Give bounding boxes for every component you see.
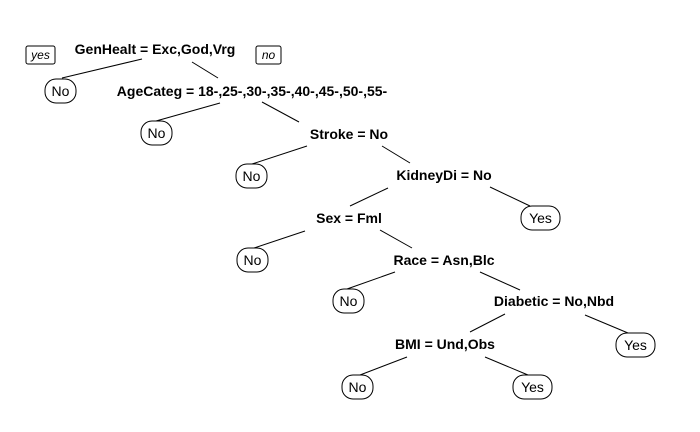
split-bmi: BMI = Und,Obs [395, 336, 495, 352]
branch-label-no: no [255, 45, 282, 65]
edge-bmi-l7 [484, 356, 529, 376]
branch-label-no-text: no [262, 48, 276, 62]
leaf-no-6: No [332, 288, 365, 314]
edge-age-l2 [155, 102, 221, 122]
leaf-label: No [52, 83, 70, 99]
edge-sex-l5 [253, 230, 306, 249]
split-genhealt: GenHealt = Exc,God,Vrg [75, 41, 236, 57]
split-diabetic: Diabetic = No,Nbd [494, 293, 614, 309]
split-kidneydi: KidneyDi = No [396, 167, 491, 183]
leaf-label: No [349, 379, 367, 395]
edge-sex-race [379, 229, 413, 249]
leaf-no-3: No [235, 163, 268, 189]
edge-stroke-kidney [381, 145, 411, 164]
edge-race-diabetic [479, 271, 521, 291]
edge-diabetic-l9 [584, 314, 629, 334]
leaf-no-2: No [140, 120, 173, 146]
split-race: Race = Asn,Blc [393, 252, 494, 268]
split-agecateg: AgeCateg = 18-,25-,30-,35-,40-,45-,50-,5… [117, 83, 388, 99]
leaf-no-5: No [236, 247, 269, 273]
edge-kidney-sex [349, 187, 389, 207]
edge-stroke-l3 [251, 145, 308, 165]
edge-kidney-l4 [489, 186, 531, 207]
leaf-label: No [243, 168, 261, 184]
leaf-label: Yes [529, 210, 552, 226]
branch-label-yes-text: yes [30, 48, 50, 62]
branch-label-yes: yes [25, 45, 56, 65]
leaf-yes-4: Yes [520, 205, 561, 231]
leaf-yes-7: Yes [512, 374, 553, 400]
split-sex: Sex = Fml [316, 210, 382, 226]
edge-race-l6 [346, 271, 396, 290]
edge-age-stroke [261, 101, 300, 123]
leaf-label: Yes [624, 337, 647, 353]
split-stroke: Stroke = No [310, 126, 388, 142]
edge-bmi-l8 [359, 356, 408, 376]
edge-diabetic-bmi [469, 313, 506, 333]
tree-edges [61, 58, 629, 376]
leaf-label: No [340, 293, 358, 309]
edge-root-l1 [61, 58, 143, 79]
leaf-label: Yes [521, 379, 544, 395]
leaf-yes-9: Yes [615, 332, 656, 358]
leaf-label: No [244, 252, 262, 268]
leaf-no-1: No [44, 78, 77, 104]
edge-root-age [191, 61, 219, 79]
leaf-label: No [148, 125, 166, 141]
leaf-no-8: No [341, 374, 374, 400]
